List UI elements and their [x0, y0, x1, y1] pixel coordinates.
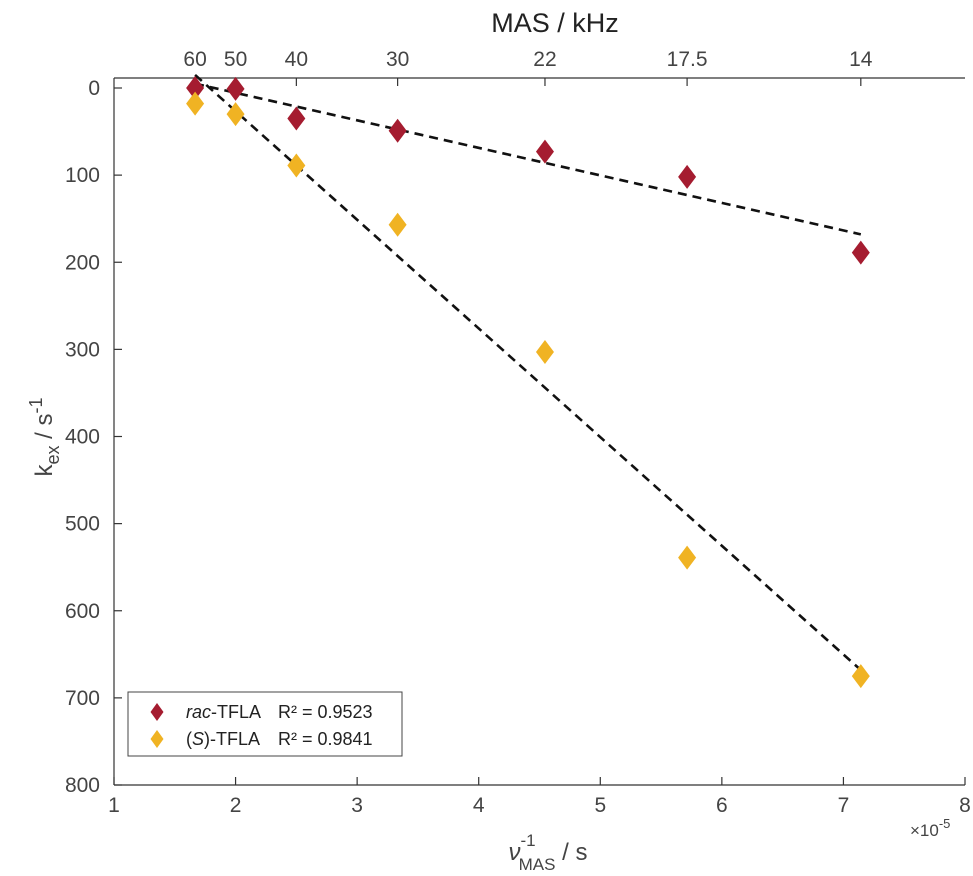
y-tick-label: 300 [65, 338, 100, 361]
y-tick-label: 100 [65, 164, 100, 187]
x-tick-label: 6 [716, 794, 728, 817]
legend-label-s-rest: -TFLA [210, 729, 260, 749]
data-point-0-6 [851, 240, 870, 265]
x-exponent-power: -5 [939, 816, 951, 831]
data-point-0-3 [388, 118, 407, 143]
legend-marker-rac [150, 703, 164, 721]
legend-r2-rac: R² = 0.9523 [278, 702, 373, 722]
x-axis-title-superscript: -1 [521, 831, 536, 850]
x-tick-label: 4 [473, 794, 485, 817]
x-exponent-base: ×10 [910, 821, 939, 840]
y-tick-label: 500 [65, 513, 100, 536]
legend-label-rac-italic: rac [186, 702, 211, 722]
top-tick-label: 30 [386, 48, 409, 71]
legend-label-s-italic: S [192, 729, 204, 749]
data-point-0-1 [226, 76, 245, 101]
y-tick-label: 600 [65, 600, 100, 623]
x-axis-title: ν-1 MAS / s [509, 831, 588, 874]
data-point-1-6 [851, 664, 870, 689]
data-point-1-5 [678, 545, 697, 570]
top-tick-label: 22 [533, 48, 556, 71]
data-point-0-5 [678, 164, 697, 189]
top-tick-label: 40 [285, 48, 308, 71]
x-axis-title-main: ν [509, 839, 521, 866]
y-tick-label: 700 [65, 687, 100, 710]
x-axis-title-unit: / s [555, 839, 587, 866]
top-tick-label: 14 [849, 48, 873, 71]
y-axis-title-subscript: ex [43, 446, 63, 465]
x-tick-label: 2 [230, 794, 242, 817]
data-point-0-0 [186, 76, 205, 100]
data-point-1-4 [535, 339, 554, 364]
legend-r2-s: R² = 0.9841 [278, 729, 373, 749]
legend-label-rac-rest: -TFLA [211, 702, 261, 722]
legend-label-s: (S)-TFLA [186, 729, 260, 749]
legend: rac-TFLA R² = 0.9523 (S)-TFLA R² = 0.984… [127, 691, 403, 757]
top-tick-label: 50 [224, 48, 247, 71]
legend-label-rac: rac-TFLA [186, 702, 261, 722]
x-tick-label: 8 [959, 794, 971, 817]
data-point-1-3 [388, 212, 407, 237]
top-tick-label: 17.5 [667, 48, 708, 71]
x-tick-label: 3 [351, 794, 363, 817]
y-tick-label: 800 [65, 774, 100, 797]
x-exponent-label: ×10-5 [910, 816, 950, 840]
fit-line-0 [194, 82, 862, 236]
data-point-0-4 [535, 139, 554, 164]
data-point-0-2 [287, 106, 306, 131]
y-axis-title-superscript: -1 [26, 397, 46, 413]
y-tick-label: 200 [65, 251, 100, 274]
ticks-layer: 1 2 3 4 5 6 7 8 0 100 200 300 400 500 600 700 800 60 50 40 3… [65, 48, 971, 817]
top-tick-label: 60 [183, 48, 206, 71]
fit-lines-layer [194, 73, 862, 671]
svg-text:kex / s-1: kex / s-1 [26, 397, 63, 476]
x-tick-label: 7 [838, 794, 850, 817]
data-point-1-1 [226, 102, 245, 127]
legend-marker-s [150, 730, 164, 748]
axes-layer [113, 77, 965, 786]
data-point-1-0 [186, 91, 205, 116]
y-axis-title-unit: / s [31, 413, 58, 445]
x-tick-label: 1 [108, 794, 120, 817]
x-axis-title-subscript: MAS [519, 855, 556, 874]
legend-box [127, 691, 403, 757]
points-layer [186, 76, 870, 689]
y-tick-label: 400 [65, 426, 100, 449]
top-axis-title: MAS / kHz [491, 8, 619, 38]
y-tick-label: 0 [88, 77, 100, 100]
x-tick-label: 5 [594, 794, 606, 817]
y-axis-title: kex / s-1 [26, 397, 63, 476]
y-axis-title-main: k [31, 464, 58, 477]
data-point-1-2 [287, 153, 306, 178]
